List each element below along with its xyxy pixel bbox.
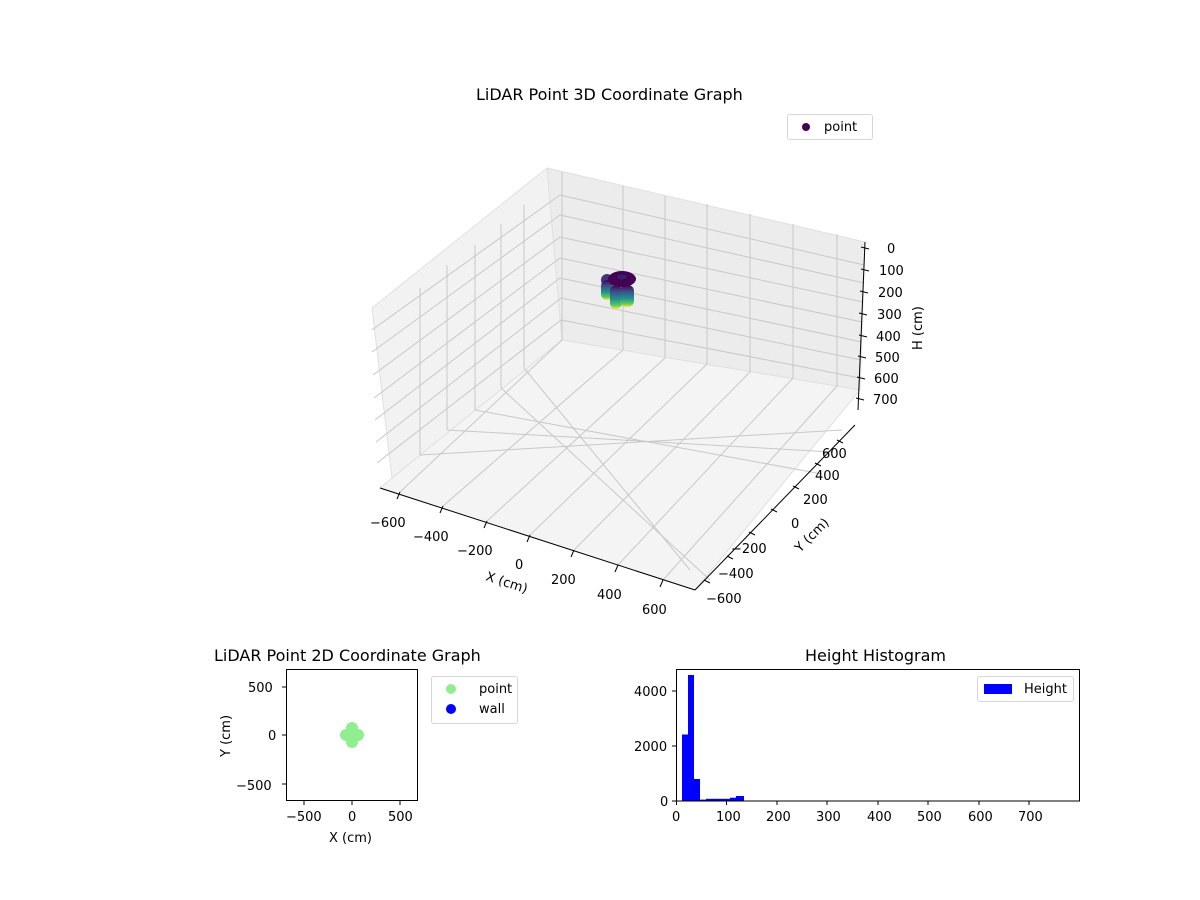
- plot2d-legend: point wall: [431, 676, 518, 724]
- svg-text:0: 0: [791, 517, 799, 532]
- svg-text:600: 600: [968, 810, 993, 825]
- svg-text:700: 700: [873, 393, 898, 408]
- svg-text:−200: −200: [457, 544, 493, 559]
- svg-text:600: 600: [874, 372, 899, 387]
- svg-text:2000: 2000: [634, 740, 667, 755]
- svg-text:400: 400: [597, 588, 622, 603]
- svg-text:300: 300: [816, 810, 841, 825]
- svg-text:Y (cm): Y (cm): [219, 715, 234, 758]
- legend-label-point: point: [479, 681, 513, 697]
- svg-text:−500: −500: [236, 779, 272, 794]
- svg-text:0: 0: [348, 810, 356, 825]
- svg-text:500: 500: [917, 810, 942, 825]
- svg-text:600: 600: [642, 603, 667, 618]
- svg-text:700: 700: [1018, 810, 1043, 825]
- x-axis-label: X (cm): [484, 570, 530, 598]
- svg-text:−600: −600: [706, 592, 742, 607]
- svg-text:500: 500: [875, 351, 900, 366]
- point-cluster-2d: [340, 722, 364, 748]
- svg-text:−600: −600: [370, 516, 406, 531]
- svg-text:200: 200: [551, 573, 576, 588]
- svg-text:400: 400: [876, 330, 901, 345]
- y-axis-line: [694, 424, 856, 591]
- svg-text:100: 100: [716, 810, 741, 825]
- x-ticks: [396, 491, 664, 588]
- svg-text:0: 0: [887, 242, 895, 257]
- z-tick-labels: 0 100 200 300 400 500 600 700: [873, 242, 904, 408]
- grid-lines: [371, 172, 865, 581]
- svg-text:−400: −400: [413, 530, 449, 545]
- svg-text:200: 200: [766, 810, 791, 825]
- svg-text:400: 400: [867, 810, 892, 825]
- legend-label-wall: wall: [479, 701, 505, 717]
- svg-text:0: 0: [268, 729, 276, 744]
- svg-text:4000: 4000: [634, 685, 667, 700]
- svg-text:0: 0: [672, 810, 680, 825]
- ticks-2d: [282, 686, 401, 805]
- legend-label-height: Height: [1024, 681, 1067, 697]
- svg-text:0: 0: [515, 558, 523, 573]
- histogram-bars: [682, 675, 744, 801]
- hist-legend: Height: [977, 676, 1074, 702]
- svg-text:X (cm): X (cm): [329, 831, 372, 846]
- x-tick-labels: −600 −400 −200 0 200 400 600: [370, 516, 667, 618]
- histogram-axes: 0 100 200 300 400 500 600 700 0 2000 4000: [634, 669, 1080, 825]
- svg-text:−200: −200: [731, 542, 767, 557]
- z-ticks: [855, 246, 870, 401]
- svg-text:200: 200: [878, 286, 903, 301]
- floor-pane: [378, 339, 861, 591]
- svg-text:300: 300: [877, 308, 902, 323]
- y-tick-labels: −600 −400 −200 0 200 400 600: [706, 447, 847, 607]
- svg-text:−500: −500: [286, 810, 322, 825]
- svg-text:600: 600: [822, 447, 847, 462]
- plot3d-title: LiDAR Point 3D Coordinate Graph: [476, 85, 743, 104]
- x-axis-line: [379, 487, 696, 591]
- y-ticks: [703, 439, 844, 584]
- svg-text:400: 400: [815, 469, 840, 484]
- svg-text:−400: −400: [718, 567, 754, 582]
- svg-text:500: 500: [388, 810, 413, 825]
- point-marker-icon: [446, 684, 456, 694]
- plot2d-axes: −500 0 500 500 0 −500 X (cm) Y (cm): [219, 669, 418, 846]
- svg-text:0: 0: [660, 795, 668, 810]
- svg-text:500: 500: [248, 681, 273, 696]
- hist-title: Height Histogram: [805, 646, 946, 665]
- hist-ticks: [672, 690, 1030, 805]
- legend-label: point: [824, 119, 858, 135]
- svg-text:200: 200: [803, 493, 828, 508]
- wall-marker-icon: [446, 704, 456, 714]
- height-swatch-icon: [984, 684, 1012, 694]
- plot3d-legend: point: [787, 114, 873, 140]
- plot2d-title: LiDAR Point 2D Coordinate Graph: [214, 646, 481, 665]
- z-axis-label: H (cm): [911, 306, 926, 350]
- point-marker-icon: [802, 123, 810, 131]
- svg-text:100: 100: [879, 264, 904, 279]
- point-cluster: [601, 271, 636, 309]
